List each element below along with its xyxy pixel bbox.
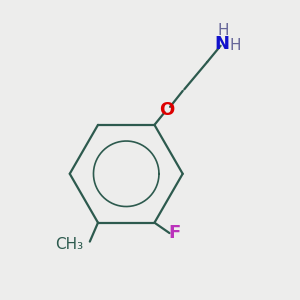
Text: N: N: [214, 35, 230, 53]
Text: H: H: [218, 23, 229, 38]
Text: H: H: [230, 38, 241, 53]
Text: O: O: [159, 101, 175, 119]
Text: F: F: [169, 224, 181, 242]
Text: CH₃: CH₃: [55, 237, 83, 252]
